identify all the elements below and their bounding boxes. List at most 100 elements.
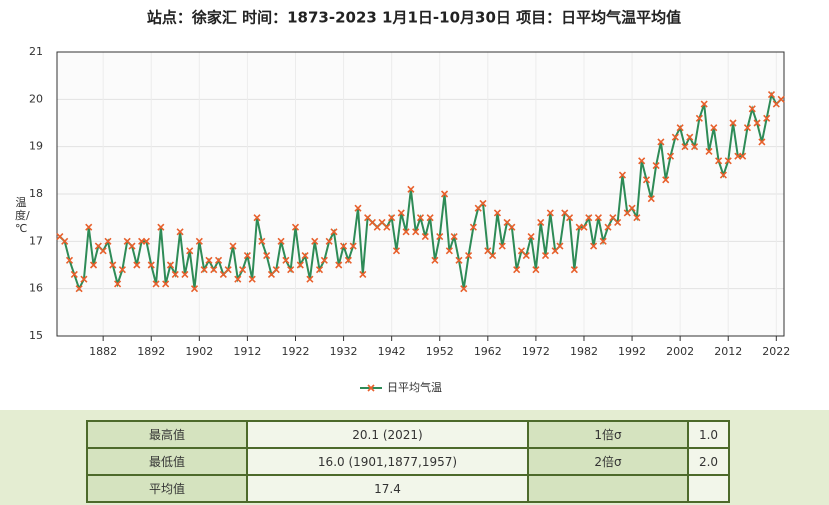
data-point: [498, 242, 506, 250]
x-tick-label: 1972: [522, 345, 550, 358]
data-point: [214, 256, 223, 264]
data-point: [546, 209, 554, 217]
data-point: [344, 256, 352, 264]
data-point: [633, 214, 641, 222]
data-point: [306, 275, 314, 283]
data-point: [763, 114, 771, 122]
table-cell: 2倍σ: [527, 447, 689, 476]
x-tick-label: 1922: [281, 345, 309, 358]
data-point: [729, 119, 737, 127]
data-point: [80, 275, 88, 283]
data-point: [291, 223, 300, 231]
data-point: [758, 138, 766, 146]
data-point: [147, 261, 155, 269]
data-point: [210, 266, 218, 274]
y-tick-label: 19: [29, 140, 43, 153]
data-point: [61, 237, 69, 245]
data-point: [104, 237, 112, 245]
data-point: [383, 223, 391, 231]
data-point: [642, 176, 651, 184]
data-point: [440, 190, 449, 198]
data-point: [85, 223, 93, 231]
data-point: [537, 218, 545, 226]
x-tick-label: 1982: [570, 345, 598, 358]
y-tick-label: 15: [29, 329, 43, 342]
data-point: [681, 143, 689, 151]
data-point: [325, 237, 333, 245]
table-cell: [687, 474, 730, 503]
data-point: [421, 233, 429, 241]
data-point: [556, 242, 564, 250]
table-cell: 2.0: [687, 447, 730, 476]
data-point: [133, 261, 141, 269]
data-point: [186, 247, 194, 255]
data-point: [532, 266, 540, 274]
data-point: [340, 242, 348, 250]
data-point: [114, 280, 122, 288]
data-point: [527, 233, 535, 241]
data-point: [176, 228, 184, 236]
data-point: [157, 223, 165, 231]
x-tick-label: 1952: [426, 345, 454, 358]
data-point: [277, 237, 285, 245]
data-point: [99, 247, 107, 255]
x-tick-label: 2012: [714, 345, 742, 358]
data-point: [65, 256, 74, 264]
data-point: [431, 256, 439, 264]
data-point: [691, 143, 699, 151]
data-point: [599, 237, 607, 245]
data-point: [676, 124, 684, 132]
data-point: [748, 105, 756, 113]
table-cell: 17.4: [246, 474, 529, 503]
plot-frame: [56, 51, 785, 337]
data-point: [311, 237, 319, 245]
data-point: [585, 214, 593, 222]
data-point: [647, 195, 655, 203]
data-point: [243, 251, 251, 260]
data-point: [407, 185, 415, 193]
data-point: [618, 171, 627, 179]
table-cell: 1.0: [687, 420, 730, 449]
data-point: [181, 270, 189, 279]
data-point: [580, 223, 588, 231]
y-tick-label: 20: [29, 92, 43, 105]
data-point: [465, 251, 473, 260]
data-point: [142, 237, 150, 245]
data-point: [248, 275, 256, 283]
data-point: [349, 242, 357, 250]
data-point: [666, 152, 675, 160]
data-point: [109, 261, 117, 269]
data-point: [652, 162, 660, 170]
data-point: [234, 275, 242, 283]
data-point: [70, 270, 78, 279]
data-point: [320, 256, 328, 264]
x-tick-label: 2022: [762, 345, 790, 358]
data-point: [258, 237, 266, 245]
data-point: [282, 256, 290, 264]
data-point: [287, 266, 295, 274]
table-cell: 最高值: [86, 420, 248, 449]
x-tick-label: 1882: [89, 345, 117, 358]
data-point: [594, 214, 602, 222]
data-point: [522, 251, 530, 260]
data-point: [335, 261, 343, 269]
data-point: [359, 270, 367, 279]
y-tick-label: 21: [29, 45, 43, 58]
data-point: [436, 233, 444, 241]
data-point: [638, 157, 646, 165]
data-point: [493, 209, 501, 217]
data-point: [445, 247, 453, 255]
data-point: [296, 261, 304, 269]
table-cell: 1倍σ: [527, 420, 689, 449]
data-point: [412, 228, 420, 236]
data-point: [253, 214, 261, 222]
y-tick-label: 16: [29, 282, 43, 295]
data-point: [166, 261, 175, 269]
data-point: [416, 214, 425, 222]
data-point: [724, 157, 732, 165]
data-point: [479, 199, 487, 208]
data-point: [89, 261, 98, 269]
x-tick-label: 1942: [378, 345, 406, 358]
data-point: [152, 280, 160, 288]
x-tick-label: 1962: [474, 345, 502, 358]
